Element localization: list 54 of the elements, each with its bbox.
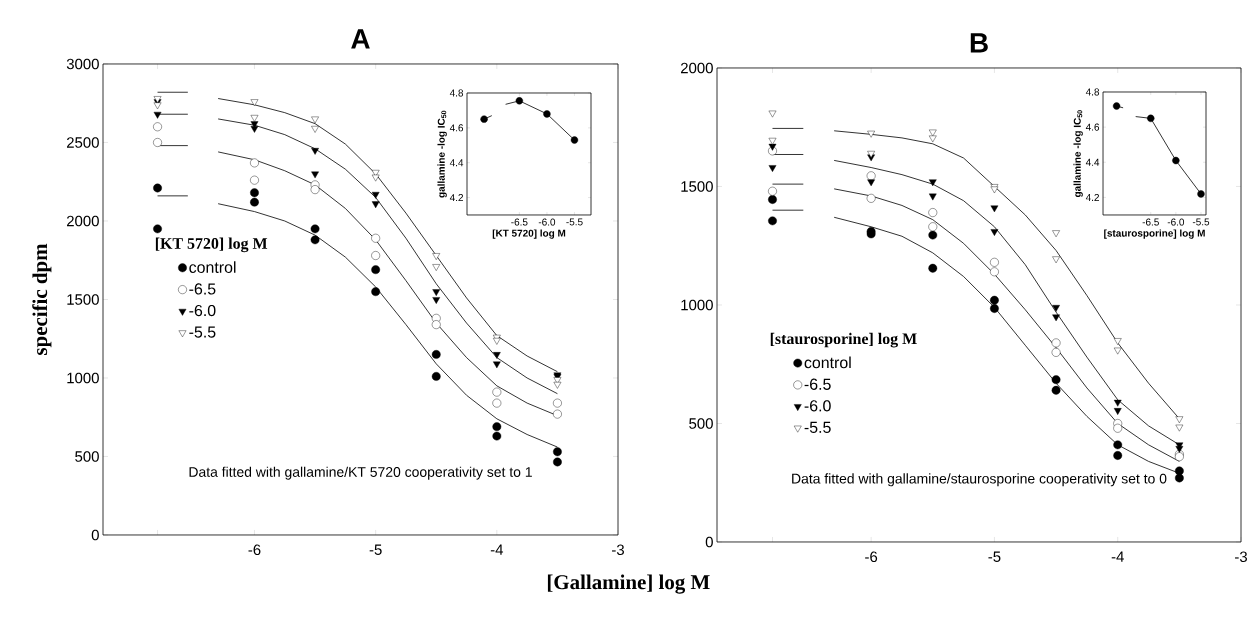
x-tick-label: -6.0: [1167, 218, 1185, 226]
x-tick-label: -3: [612, 544, 624, 556]
annotation: Data fitted with gallamine/staurosporine cooperativity set to 0: [792, 473, 1167, 487]
y-tick-label: 4.2: [449, 194, 463, 202]
y-tick-label: 4.6: [1085, 123, 1100, 131]
x-axis-title: [Gallamine] log M: [547, 574, 710, 594]
y-axis-title: gallamine -log IC$_{50}$: [437, 110, 447, 198]
chart-title: A: [351, 29, 370, 49]
y-tick-label: 4.2: [1085, 193, 1099, 201]
x-axis-title: [staurosporine] log M: [1104, 229, 1205, 239]
y-tick-label: 4.8: [449, 89, 464, 97]
y-tick-label: 4.4: [1085, 158, 1100, 166]
legend-label: -5.5: [189, 326, 216, 338]
y-tick-label: 1000: [681, 299, 713, 311]
annotation: Data fitted with gallamine/KT 5720 cooperativity set to 1: [189, 466, 532, 480]
chart-title: B: [970, 33, 988, 53]
x-tick-label: -5: [369, 544, 382, 555]
y-tick-label: 2500: [67, 137, 99, 148]
legend-label: -6.0: [189, 304, 216, 317]
x-tick-label: -5: [988, 551, 1001, 562]
y-tick-label: 0: [705, 536, 713, 548]
x-tick-label: -6: [248, 544, 261, 556]
x-tick-label: -4: [1111, 551, 1124, 562]
legend-label: -6.0: [804, 400, 831, 412]
x-tick-label: -6.5: [511, 218, 528, 226]
legend-title: [KT 5720] log M: [155, 237, 268, 253]
x-axis-title: [KT 5720] log M: [492, 229, 566, 239]
y-axis-title: gallamine -log IC$_{50}$: [1073, 110, 1083, 198]
legend-title: [staurosporine] log M: [770, 332, 917, 348]
legend-label: control: [804, 356, 851, 369]
y-tick-label: 1500: [681, 181, 713, 192]
x-tick-label: -4: [490, 544, 504, 555]
y-tick-label: 0: [91, 529, 99, 541]
y-tick-label: 4.6: [449, 124, 464, 132]
y-tick-label: 500: [689, 418, 713, 429]
legend-label: -6.5: [804, 378, 831, 390]
y-tick-label: 4.4: [449, 159, 464, 167]
legend-label: -6.5: [189, 283, 216, 295]
x-tick-label: -3: [1235, 551, 1247, 563]
legend-label: control: [189, 261, 236, 273]
x-tick-label: -6.5: [1142, 218, 1159, 226]
y-tick-label: 3000: [66, 58, 99, 70]
y-axis-title: specific dpm: [32, 243, 52, 355]
y-tick-label: 2000: [681, 62, 713, 74]
y-tick-label: 500: [75, 451, 99, 462]
x-tick-label: -5.5: [566, 218, 583, 226]
legend-label: -5.5: [804, 421, 831, 433]
x-tick-label: -6.0: [538, 218, 556, 226]
y-tick-label: 1000: [67, 372, 99, 384]
y-tick-label: 1500: [67, 294, 99, 305]
x-tick-label: -6: [865, 551, 878, 563]
x-tick-label: -5.5: [1192, 218, 1210, 226]
y-tick-label: 2000: [67, 215, 99, 227]
y-tick-label: 4.8: [1085, 88, 1100, 96]
